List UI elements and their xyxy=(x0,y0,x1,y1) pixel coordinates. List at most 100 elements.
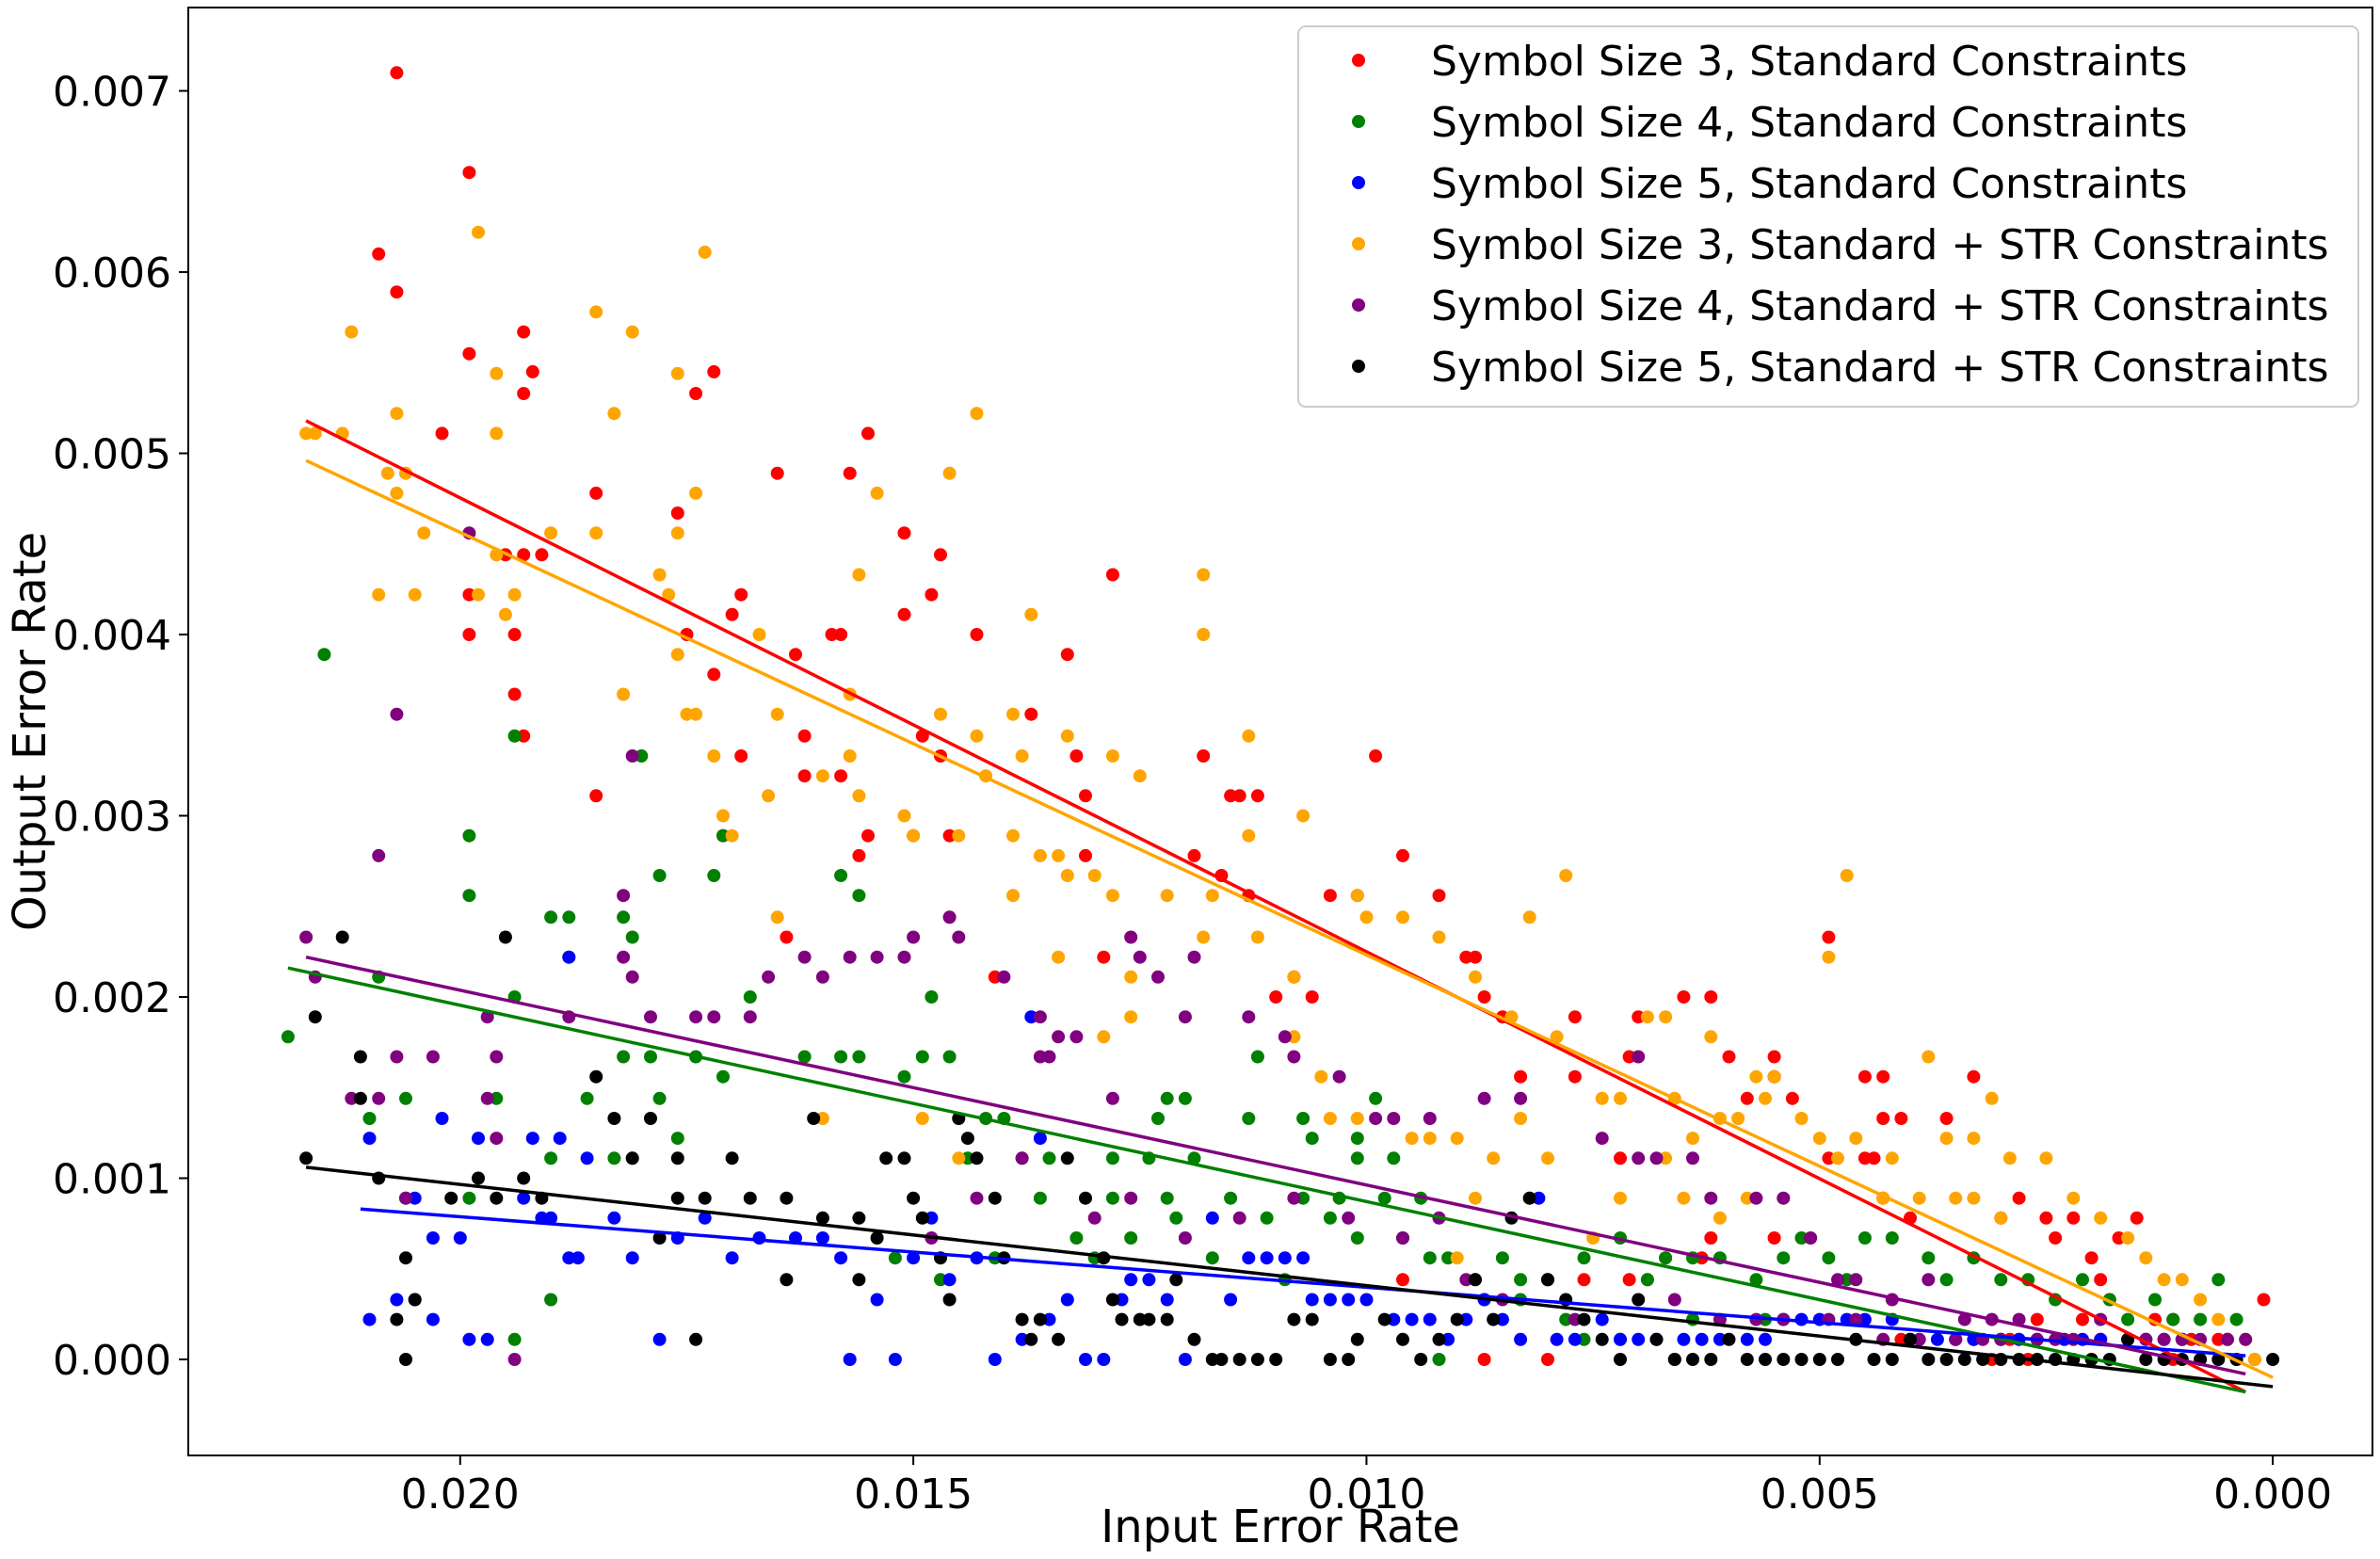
point-series-4-64 xyxy=(1033,848,1047,862)
point-series-2-67 xyxy=(1296,1191,1311,1205)
point-series-2-90 xyxy=(1885,1231,1899,1245)
point-series-4-58 xyxy=(716,809,730,823)
point-series-2-49 xyxy=(1178,1091,1192,1105)
point-series-4-62 xyxy=(952,828,966,843)
point-series-4-47 xyxy=(1060,729,1074,743)
point-series-1-13 xyxy=(861,426,875,441)
point-series-4-90 xyxy=(1640,1010,1654,1024)
fit-line-series-1 xyxy=(305,419,2246,1394)
point-series-6-14 xyxy=(498,930,512,944)
point-series-6-51 xyxy=(1079,1191,1092,1205)
point-series-4-117 xyxy=(1731,1112,1745,1125)
point-series-2-12 xyxy=(743,990,757,1004)
point-series-6-89 xyxy=(1722,1332,1736,1346)
point-series-2-60 xyxy=(1350,1151,1364,1165)
point-series-2-34 xyxy=(797,1050,812,1064)
point-series-4-52 xyxy=(815,769,829,783)
point-series-5-101 xyxy=(1178,1231,1192,1245)
point-series-2-7 xyxy=(544,910,558,924)
point-series-3-42 xyxy=(1024,1010,1038,1024)
point-series-6-46 xyxy=(1015,1312,1029,1326)
point-series-6-23 xyxy=(698,1191,712,1205)
point-series-2-37 xyxy=(915,1050,929,1064)
point-series-2-36 xyxy=(852,1050,866,1064)
point-series-5-80 xyxy=(507,1353,522,1366)
point-series-2-65 xyxy=(1205,1251,1219,1265)
y-tick-label: 0.004 xyxy=(53,612,171,660)
point-series-4-14 xyxy=(970,407,984,421)
point-series-2-106 xyxy=(1577,1332,1591,1346)
point-series-4-20 xyxy=(544,526,558,540)
point-series-1-128 xyxy=(1577,1273,1591,1287)
point-series-5-56 xyxy=(1649,1151,1664,1165)
point-series-6-67 xyxy=(1323,1353,1337,1366)
point-series-4-40 xyxy=(680,707,694,721)
point-series-1-18 xyxy=(535,548,549,562)
point-series-5-104 xyxy=(1015,1151,1029,1165)
point-series-2-94 xyxy=(1994,1273,2008,1287)
legend-label-series-2: Symbol Size 4, Standard Constraints xyxy=(1431,99,2187,147)
point-series-1-30 xyxy=(825,628,839,641)
point-series-6-72 xyxy=(1414,1353,1428,1366)
point-series-3-57 xyxy=(1278,1251,1292,1265)
point-series-4-23 xyxy=(870,486,884,500)
point-series-5-55 xyxy=(1632,1151,1646,1165)
point-series-1-129 xyxy=(1541,1353,1554,1366)
point-series-2-75 xyxy=(1495,1251,1509,1265)
point-series-1-12 xyxy=(843,466,857,480)
point-series-5-99 xyxy=(1287,1191,1301,1205)
point-series-6-87 xyxy=(1686,1353,1699,1366)
point-series-5-14 xyxy=(480,1091,494,1105)
point-series-4-102 xyxy=(1124,1010,1138,1024)
point-series-6-15 xyxy=(517,1171,531,1185)
point-series-6-27 xyxy=(743,1191,757,1205)
point-series-1-5 xyxy=(462,346,476,361)
point-series-1-64 xyxy=(1432,889,1446,903)
point-series-4-92 xyxy=(1704,1030,1718,1044)
point-series-6-94 xyxy=(1812,1353,1826,1366)
point-series-3-9 xyxy=(426,1312,440,1326)
point-series-3-66 xyxy=(1441,1332,1455,1346)
point-series-3-64 xyxy=(1405,1312,1419,1326)
point-series-2-11 xyxy=(707,869,721,882)
point-series-4-119 xyxy=(1794,1112,1809,1125)
point-series-6-70 xyxy=(1377,1312,1391,1326)
point-series-4-147 xyxy=(1967,1191,1981,1205)
point-series-4-22 xyxy=(670,526,684,540)
point-series-4-108 xyxy=(1450,1132,1464,1146)
point-series-6-54 xyxy=(1115,1312,1129,1326)
point-series-5-79 xyxy=(2239,1332,2253,1346)
y-tick-label: 0.006 xyxy=(53,249,171,297)
point-series-5-43 xyxy=(1178,1010,1192,1024)
point-series-5-54 xyxy=(1595,1132,1609,1146)
point-series-4-67 xyxy=(1087,869,1102,882)
point-series-4-5 xyxy=(625,325,639,339)
point-series-4-8 xyxy=(299,426,314,441)
point-series-2-101 xyxy=(2166,1312,2180,1326)
point-series-1-26 xyxy=(1105,568,1119,582)
point-series-6-7 xyxy=(399,1251,412,1265)
point-series-2-1 xyxy=(281,1030,295,1044)
point-series-5-38 xyxy=(1151,970,1165,984)
point-series-4-61 xyxy=(907,828,921,843)
point-series-1-132 xyxy=(1894,1332,1908,1346)
point-series-6-9 xyxy=(390,1312,404,1326)
point-series-1-2 xyxy=(462,166,476,180)
y-tick-label: 0.001 xyxy=(53,1155,171,1203)
point-series-6-60 xyxy=(1205,1353,1219,1366)
point-series-1-130 xyxy=(1477,1353,1491,1366)
point-series-4-73 xyxy=(1350,889,1364,903)
point-series-5-52 xyxy=(1514,1091,1528,1105)
fit-line-series-4 xyxy=(305,458,2274,1379)
point-series-3-70 xyxy=(1514,1332,1528,1346)
point-series-1-110 xyxy=(2084,1251,2099,1265)
point-series-2-118 xyxy=(1169,1211,1183,1225)
point-series-4-110 xyxy=(1514,1112,1528,1125)
point-series-2-48 xyxy=(1160,1091,1174,1105)
point-series-4-105 xyxy=(1323,1112,1337,1125)
point-series-6-112 xyxy=(2139,1353,2153,1366)
point-series-3-1 xyxy=(362,1132,377,1146)
point-series-2-103 xyxy=(2211,1273,2226,1287)
point-series-2-80 xyxy=(1640,1273,1654,1287)
